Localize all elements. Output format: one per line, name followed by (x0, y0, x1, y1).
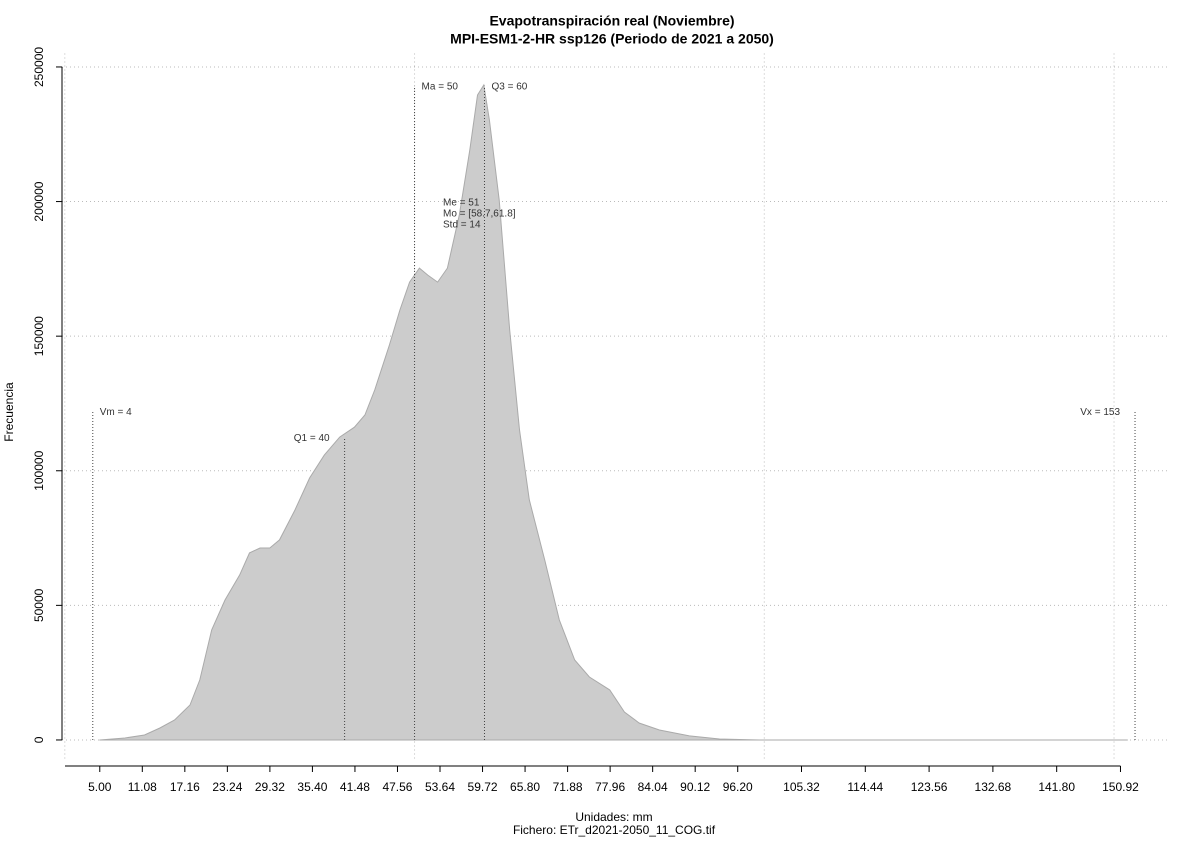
chart-title: Evapotranspiración real (Noviembre) (489, 13, 734, 29)
x-tick-label: 29.32 (255, 780, 285, 794)
x-tick-label: 35.40 (297, 780, 327, 794)
x-tick-label: 23.24 (212, 780, 242, 794)
annotation-label: Q1 = 40 (294, 433, 330, 444)
stats-label: Me = 51 (443, 198, 480, 209)
x-tick-label: 5.00 (88, 780, 112, 794)
x-tick-label: 53.64 (425, 780, 455, 794)
x-tick-label: 96.20 (723, 780, 753, 794)
x-tick-label: 11.08 (128, 780, 157, 794)
x-tick-label: 123.56 (911, 780, 948, 794)
x-tick-label: 150.92 (1102, 780, 1139, 794)
y-axis-title: Frecuencia (2, 382, 16, 442)
x-tick-label: 84.04 (638, 780, 668, 794)
chart-subtitle: MPI-ESM1-2-HR ssp126 (Periodo de 2021 a … (450, 31, 774, 47)
y-tick-label: 100000 (32, 450, 46, 490)
density-area (99, 83, 1128, 741)
x-tick-label: 105.32 (783, 780, 820, 794)
x-tick-label: 17.16 (170, 780, 200, 794)
x-tick-label: 114.44 (847, 780, 883, 794)
stats-label: Mo = [58.7,61.8] (443, 209, 516, 220)
x-tick-label: 90.12 (680, 780, 710, 794)
x-tick-label: 141.80 (1038, 780, 1075, 794)
x-tick-label: 47.56 (382, 780, 412, 794)
y-tick-label: 200000 (32, 181, 46, 221)
x-tick-label: 71.88 (553, 780, 583, 794)
x-tick-label: 65.80 (510, 780, 540, 794)
annotation-label: Vx = 153 (1080, 407, 1120, 418)
x-tick-label: 41.48 (340, 780, 370, 794)
stats-label: Std = 14 (443, 220, 481, 231)
x-axis-subtitle: Fichero: ETr_d2021-2050_11_COG.tif (513, 823, 716, 837)
annotation-label: Vm = 4 (100, 407, 132, 418)
y-tick-label: 50000 (32, 588, 46, 622)
annotation-label: Q3 = 60 (491, 81, 527, 92)
y-tick-label: 150000 (32, 316, 46, 356)
y-tick-label: 250000 (32, 47, 46, 87)
y-tick-label: 0 (32, 736, 46, 743)
x-axis-title: Unidades: mm (575, 810, 652, 824)
x-tick-label: 59.72 (468, 780, 498, 794)
annotation-label: Ma = 50 (422, 81, 459, 92)
x-tick-label: 132.68 (975, 780, 1012, 794)
x-tick-label: 77.96 (595, 780, 625, 794)
